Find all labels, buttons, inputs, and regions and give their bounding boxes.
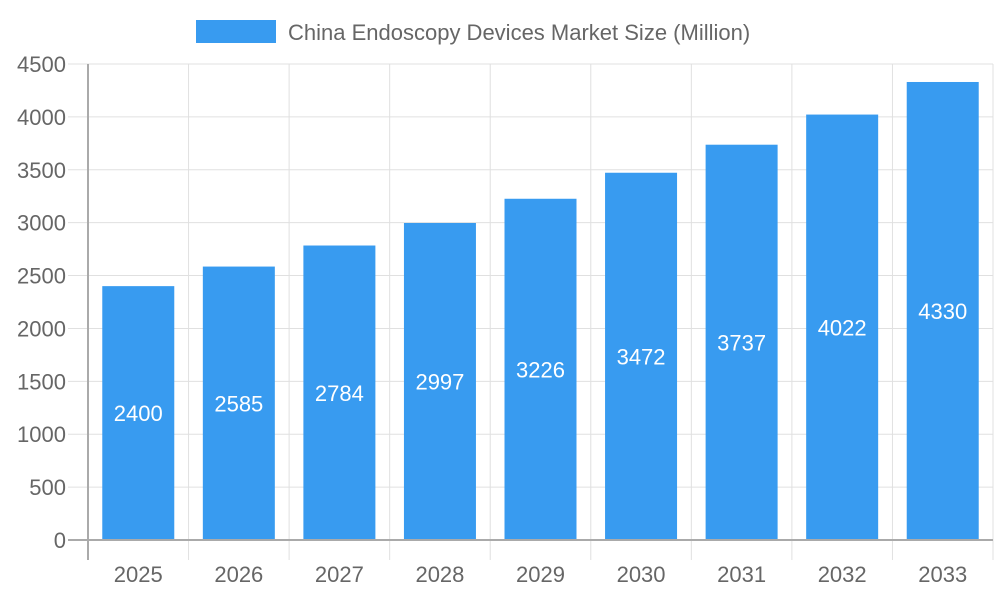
y-tick-label: 1500 [17,369,66,394]
bars: 2400 2585 2784 2997 3226 3472 3737 4022 4330 [102,81,979,541]
legend-label: China Endoscopy Devices Market Size (Mil… [288,20,750,45]
y-tick-label: 4000 [17,105,66,130]
bar [102,286,175,540]
x-tick-label: 2028 [415,562,464,587]
bar [705,144,778,541]
x-tick-label: 2029 [516,562,565,587]
bar [806,114,879,541]
bar [504,198,577,540]
y-tick-label: 2000 [17,316,66,341]
y-tick-label: 500 [29,475,66,500]
y-tick-label: 3500 [17,158,66,183]
data-label: 2784 [315,381,364,406]
x-tick-label: 2026 [214,562,263,587]
y-tick-label: 0 [54,528,66,553]
bar [605,172,678,540]
y-tick-label: 1000 [17,422,66,447]
bar [202,266,275,540]
data-label: 4330 [918,299,967,324]
data-label: 2400 [114,401,163,426]
y-tick-label: 4500 [17,52,66,77]
y-tick-label: 2500 [17,264,66,289]
legend[interactable]: China Endoscopy Devices Market Size (Mil… [196,20,750,45]
data-label: 4022 [818,315,867,340]
data-label: 3472 [617,344,666,369]
data-label: 3737 [717,330,766,355]
x-tick-label: 2032 [818,562,867,587]
x-tick-label: 2031 [717,562,766,587]
data-label: 3226 [516,357,565,382]
x-tick-label: 2030 [617,562,666,587]
bar [303,245,376,541]
axes: 0 500 1000 1500 2000 2500 3000 3500 4000 4500 2025… [17,52,993,587]
bar [403,222,476,540]
bar [906,81,979,540]
legend-swatch [196,20,276,43]
y-tick-label: 3000 [17,211,66,236]
x-tick-label: 2027 [315,562,364,587]
x-tick-label: 2025 [114,562,163,587]
data-label: 2585 [214,391,263,416]
data-label: 2997 [415,369,464,394]
x-tick-label: 2033 [918,562,967,587]
